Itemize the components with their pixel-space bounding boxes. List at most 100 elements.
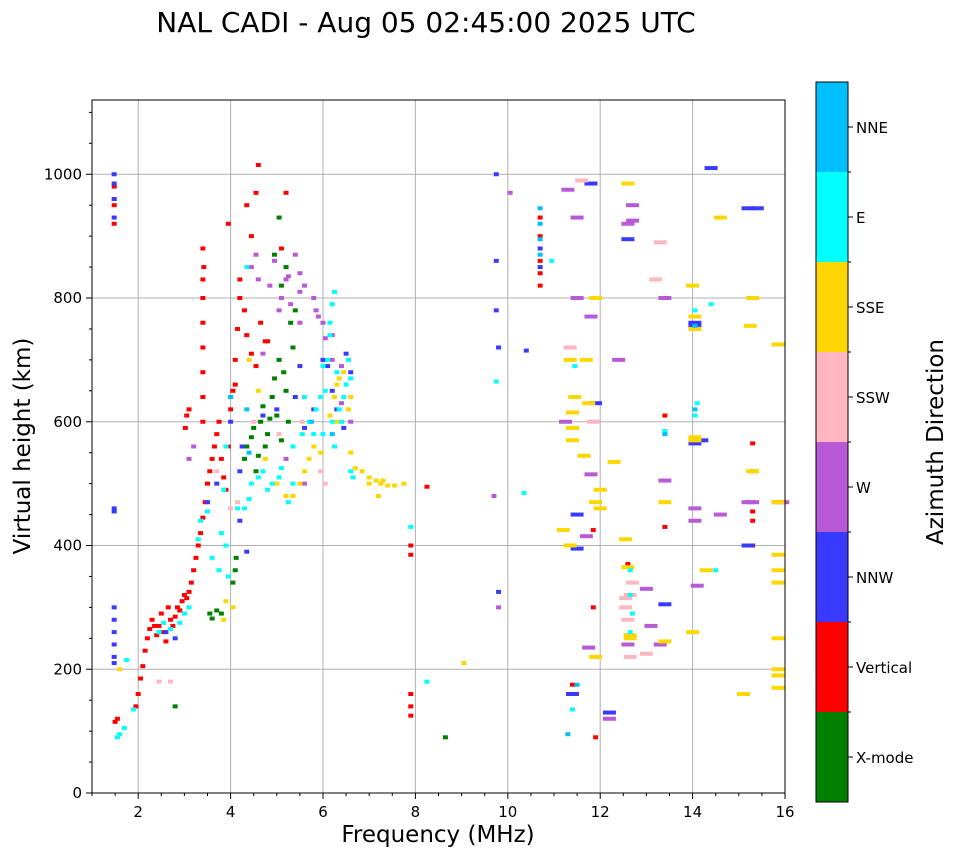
y-axis-label: Virtual height (km) — [10, 338, 36, 555]
data-point — [537, 271, 543, 276]
data-point — [200, 277, 206, 282]
plot-area: 2 4 6 8 10 12 14 16 0 200 400 600 800 1000 — [44, 99, 795, 821]
colorbar-label-nne: NNE — [856, 119, 888, 137]
data-point — [704, 166, 718, 171]
colorbar-label-ssw: SSW — [856, 389, 890, 407]
x-tick-label: 8 — [411, 803, 421, 821]
data-point — [278, 466, 284, 471]
data-point — [216, 419, 222, 424]
data-point — [117, 667, 123, 672]
data-point — [771, 667, 785, 672]
data-point — [649, 277, 663, 282]
data-point — [265, 339, 271, 344]
data-point — [288, 320, 294, 325]
y-tick-label: 1000 — [44, 165, 82, 183]
series-ssw — [156, 178, 667, 684]
data-point — [214, 608, 220, 613]
data-point — [313, 308, 319, 313]
data-point — [408, 524, 414, 529]
data-point — [329, 302, 335, 307]
data-point — [713, 215, 727, 220]
series-nnw — [111, 166, 764, 715]
data-point — [184, 413, 190, 418]
data-point — [537, 237, 543, 242]
data-point — [496, 589, 502, 594]
data-point — [746, 296, 760, 300]
data-point — [290, 481, 296, 486]
data-point — [569, 682, 575, 687]
series-e — [114, 258, 719, 740]
data-point — [124, 657, 130, 662]
data-point — [276, 357, 282, 362]
data-point — [565, 410, 579, 415]
data-point — [235, 506, 241, 511]
data-point — [572, 364, 578, 369]
data-point — [170, 623, 176, 628]
data-point — [627, 630, 633, 635]
data-point — [688, 320, 702, 325]
data-point — [658, 602, 672, 607]
colorbar-label-sse: SSE — [856, 299, 885, 317]
data-point — [625, 562, 631, 567]
data-point — [401, 481, 407, 486]
data-point — [186, 407, 192, 412]
data-point — [201, 265, 207, 270]
data-point — [329, 419, 335, 424]
series-w — [186, 187, 790, 721]
data-point — [297, 289, 303, 294]
data-point — [276, 432, 282, 437]
data-point — [348, 469, 354, 474]
data-point — [244, 549, 250, 554]
data-point — [195, 537, 201, 542]
data-point — [589, 296, 603, 300]
data-point — [686, 283, 700, 288]
data-point — [607, 459, 621, 464]
data-point — [154, 633, 160, 638]
data-point — [239, 444, 245, 449]
data-point — [662, 429, 668, 434]
data-point — [302, 283, 308, 288]
data-point — [131, 707, 137, 712]
data-point — [408, 713, 414, 718]
colorbar-label-nnw: NNW — [856, 569, 893, 587]
data-point — [168, 617, 174, 622]
data-point — [228, 395, 234, 399]
data-point — [743, 323, 757, 328]
data-point — [708, 302, 714, 307]
data-point — [230, 580, 236, 585]
data-point — [285, 419, 291, 424]
data-point — [621, 237, 635, 242]
data-point — [612, 357, 626, 362]
data-point — [338, 401, 344, 406]
data-point — [574, 682, 580, 687]
data-point — [771, 342, 785, 347]
data-point — [283, 190, 289, 195]
colorbar-swatch-sse — [816, 262, 848, 352]
data-point — [181, 593, 187, 597]
data-point — [348, 419, 354, 424]
data-point — [570, 215, 584, 220]
data-point — [584, 181, 598, 186]
data-point — [271, 376, 277, 381]
data-point — [230, 605, 236, 610]
data-point — [149, 617, 155, 622]
data-point — [209, 456, 215, 461]
data-point — [299, 419, 305, 424]
data-point — [746, 469, 760, 474]
data-point — [332, 395, 338, 399]
data-point — [378, 481, 384, 486]
data-point — [771, 685, 785, 690]
data-point — [653, 642, 667, 647]
data-point — [290, 444, 296, 449]
data-point — [537, 246, 543, 251]
colorbar-swatch-ssw — [816, 352, 848, 442]
colorbar-swatch-nne — [816, 82, 848, 172]
data-point — [322, 481, 328, 486]
data-point — [688, 326, 702, 331]
data-point — [327, 413, 333, 418]
data-point — [713, 512, 727, 517]
data-point — [262, 444, 268, 449]
data-point — [375, 494, 381, 498]
data-point — [248, 435, 254, 440]
data-point — [408, 552, 414, 557]
